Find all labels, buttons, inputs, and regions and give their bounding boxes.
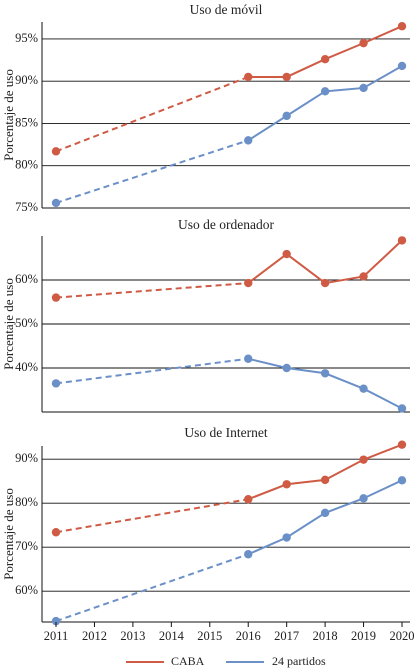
chart-panel-2: Uso de ordenador Porcentaje de uso 40% 50% 6…: [1, 217, 410, 413]
data-point: [51, 528, 61, 537]
y-tick-label: 80%: [15, 495, 38, 509]
x-tick-label: 2020: [390, 629, 415, 643]
series-line-dashed: [55, 139, 249, 204]
chart-panel-1: Uso de móvil Porcentaje de uso 75% 80% 85% 90…: [1, 2, 410, 214]
x-tick-label: 2014: [159, 629, 185, 643]
chart-legend: CABA 24 partidos: [126, 654, 326, 668]
data-point: [244, 550, 253, 559]
data-point: [397, 404, 407, 413]
data-point: [51, 293, 61, 302]
series-line-dashed: [55, 553, 249, 623]
y-tick-label: 60%: [15, 583, 38, 597]
data-point: [397, 440, 407, 449]
y-tick-label: 60%: [15, 272, 38, 286]
chart-panel-3: Uso de Internet Porcentaje de uso 60% 70% 80…: [1, 425, 410, 626]
data-point: [359, 455, 368, 464]
x-tick-label: 2018: [313, 629, 338, 643]
y-axis-label: Porcentaje de uso: [1, 488, 16, 580]
data-point: [359, 494, 368, 503]
data-point: [320, 55, 330, 64]
data-point: [359, 384, 368, 393]
x-axis: 2011 2012 2013 2014 2015 2016 2017 2018 2019 2020: [44, 622, 415, 643]
data-point: [397, 22, 407, 31]
panel-title: Uso de Internet: [184, 425, 267, 440]
data-point: [359, 83, 368, 93]
data-point: [320, 369, 330, 378]
series-line-dashed: [55, 357, 249, 385]
data-point: [244, 495, 253, 504]
data-point: [244, 278, 253, 288]
series-line-dashed: [55, 498, 249, 534]
x-tick-label: 2017: [274, 629, 299, 643]
data-point: [320, 87, 330, 96]
x-tick-label: 2011: [44, 629, 69, 643]
x-tick-label: 2012: [82, 629, 107, 643]
data-point: [359, 272, 368, 281]
data-point: [320, 508, 330, 518]
data-point: [51, 147, 61, 156]
data-point: [282, 480, 291, 489]
series-caba: [51, 236, 407, 302]
legend-caba: CABA: [126, 654, 205, 668]
data-point: [51, 379, 61, 388]
panel-title: Uso de móvil: [190, 2, 263, 17]
data-point: [244, 72, 253, 82]
data-point: [282, 533, 291, 542]
y-tick-label: 85%: [15, 115, 38, 129]
series-24-partidos: [51, 476, 407, 626]
data-point: [397, 236, 407, 245]
data-point: [397, 476, 407, 485]
y-tick-label: 90%: [15, 73, 38, 87]
y-tick-label: 70%: [15, 539, 38, 553]
series-24-partidos: [51, 354, 407, 413]
panel-title: Uso de ordenador: [178, 217, 274, 232]
chart-panels: Uso de móvil Porcentaje de uso 75% 80% 85% 90…: [1, 2, 410, 626]
data-point: [51, 616, 61, 626]
series-caba: [51, 22, 407, 156]
series-line-dashed: [55, 76, 249, 153]
data-point: [320, 475, 330, 485]
legend-label: CABA: [171, 654, 205, 668]
series-line-solid: [247, 239, 403, 285]
legend-24-partidos: 24 partidos: [226, 654, 326, 668]
data-point: [397, 61, 407, 71]
series-line-solid: [247, 357, 403, 410]
data-point: [51, 198, 61, 208]
y-tick-label: 95%: [15, 31, 38, 45]
y-axis-label: Porcentaje de uso: [1, 278, 16, 370]
series-line-dashed: [55, 282, 249, 299]
y-tick-label: 50%: [15, 316, 38, 330]
y-tick-label: 40%: [15, 360, 38, 374]
y-tick-label: 75%: [15, 200, 38, 214]
data-point: [244, 354, 253, 363]
data-point: [359, 38, 368, 48]
data-point: [282, 363, 291, 373]
x-tick-label: 2019: [351, 629, 376, 643]
legend-label: 24 partidos: [272, 654, 326, 668]
series-caba: [51, 440, 407, 537]
data-point: [282, 249, 291, 259]
series-24-partidos: [51, 61, 407, 208]
y-tick-label: 80%: [15, 158, 38, 172]
data-point: [244, 136, 253, 145]
x-tick-label: 2013: [120, 629, 145, 643]
y-tick-label: 90%: [15, 451, 38, 465]
series-line-solid: [248, 25, 403, 78]
data-point: [282, 111, 291, 121]
data-point: [282, 72, 291, 82]
x-tick-label: 2016: [236, 629, 261, 643]
series-line-solid: [247, 479, 403, 556]
y-axis-label: Porcentaje de uso: [1, 69, 16, 161]
x-tick-label: 2015: [197, 629, 222, 643]
data-point: [320, 278, 330, 288]
